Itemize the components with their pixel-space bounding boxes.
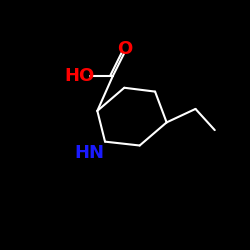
Text: HN: HN	[74, 144, 104, 162]
Text: HO: HO	[65, 67, 95, 85]
Text: O: O	[117, 40, 132, 58]
